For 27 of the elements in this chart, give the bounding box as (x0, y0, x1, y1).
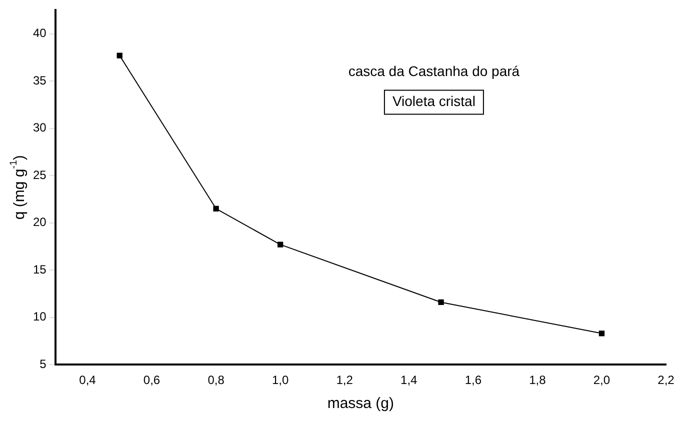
y-tick-label: 30 (32, 120, 47, 135)
x-tick-label: 2,0 (593, 373, 610, 388)
y-axis-title: q (mg g-1) (8, 155, 28, 220)
y-tick-label: 15 (32, 262, 47, 276)
x-tick-label: 0,4 (79, 373, 96, 388)
x-tick-label: 0,6 (143, 373, 160, 388)
x-tick-label: 1,4 (400, 373, 418, 388)
x-tick-label: 1,6 (464, 373, 482, 388)
x-tick-label: 2,2 (658, 373, 675, 388)
y-tick-label: 20 (32, 215, 47, 230)
x-tick-label: 0,8 (208, 373, 225, 388)
y-tick-label: 25 (32, 168, 47, 182)
x-axis-title: massa (g) (327, 395, 394, 412)
point (116, 52, 122, 58)
x-tick-label: 1,2 (336, 373, 354, 388)
x-tick-label: 1,0 (272, 373, 289, 388)
point (213, 206, 219, 212)
annotation: Violeta cristal (392, 93, 476, 110)
x-tick-label: 1,8 (529, 373, 546, 388)
y-tick-label: 40 (32, 26, 47, 40)
point (277, 242, 284, 248)
y-tick-label: 35 (32, 73, 47, 88)
annotation: casca da Castanha do pará (348, 63, 520, 80)
y-tick-label: 10 (32, 310, 47, 324)
point (438, 299, 444, 306)
y-tick-label: 5 (40, 356, 47, 371)
point (598, 330, 605, 336)
